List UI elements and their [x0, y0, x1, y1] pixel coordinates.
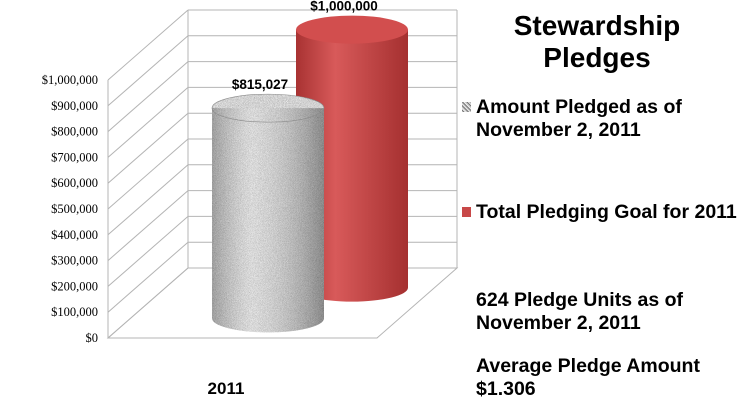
legend-label-amount-pledged: Amount Pledged as of November 2, 2011 [476, 96, 682, 141]
y-tick-label: $900,000 [51, 99, 98, 113]
y-tick-label: $300,000 [51, 254, 98, 268]
gridline-side [107, 35, 189, 107]
y-tick-label: $400,000 [51, 228, 98, 242]
chart-title: Stewardship Pledges [513, 10, 681, 73]
legend-label-pledging-goal: Total Pledging Goal for 2011 [476, 201, 737, 223]
bar-shade [212, 108, 325, 333]
gridline-side [107, 164, 189, 236]
gridline-side [107, 9, 189, 81]
bar-amount-pledged [211, 93, 325, 333]
bar-top [296, 15, 408, 44]
average-pledge-note: Average Pledge Amount $1.306 [476, 355, 700, 400]
gridline-side [107, 267, 189, 339]
data-labels: $1,000,000 $815,027 [232, 0, 378, 92]
legend-swatch-gray [462, 102, 471, 112]
gridline-side [107, 61, 189, 132]
pledge-units-note: 624 Pledge Units as of November 2, 2011 [476, 289, 683, 334]
data-label-amount-pledged: $815,027 [232, 77, 288, 92]
gridline-side [107, 138, 189, 210]
data-label-pledging-goal: $1,000,000 [310, 0, 378, 14]
gridline-side [107, 216, 189, 287]
y-tick-label: $800,000 [51, 125, 98, 139]
x-category-label: 2011 [208, 379, 245, 398]
y-tick-label: $500,000 [51, 202, 98, 216]
y-tick-label: $100,000 [51, 305, 98, 319]
gridline-side [107, 87, 189, 158]
y-axis: $0 $100,000 $200,000 $300,000 $400,000 $500,0… [42, 73, 98, 345]
bars [211, 15, 408, 333]
y-tick-label: $600,000 [51, 176, 98, 190]
gridline-side [107, 112, 189, 184]
y-tick-label: $700,000 [51, 150, 98, 164]
gridline-side [107, 190, 189, 261]
y-tick-label: $1,000,000 [42, 73, 98, 87]
legend-swatch-red [462, 207, 471, 217]
legend-item-pledging-goal: Total Pledging Goal for 2011 [462, 201, 737, 224]
x-axis: 2011 [208, 379, 245, 398]
y-tick-label: $0 [86, 331, 99, 345]
bar-top [211, 93, 325, 123]
gridline-side [107, 241, 189, 313]
legend-item-amount-pledged: Amount Pledged as of November 2, 2011 [462, 96, 738, 142]
y-tick-label: $200,000 [51, 279, 98, 293]
